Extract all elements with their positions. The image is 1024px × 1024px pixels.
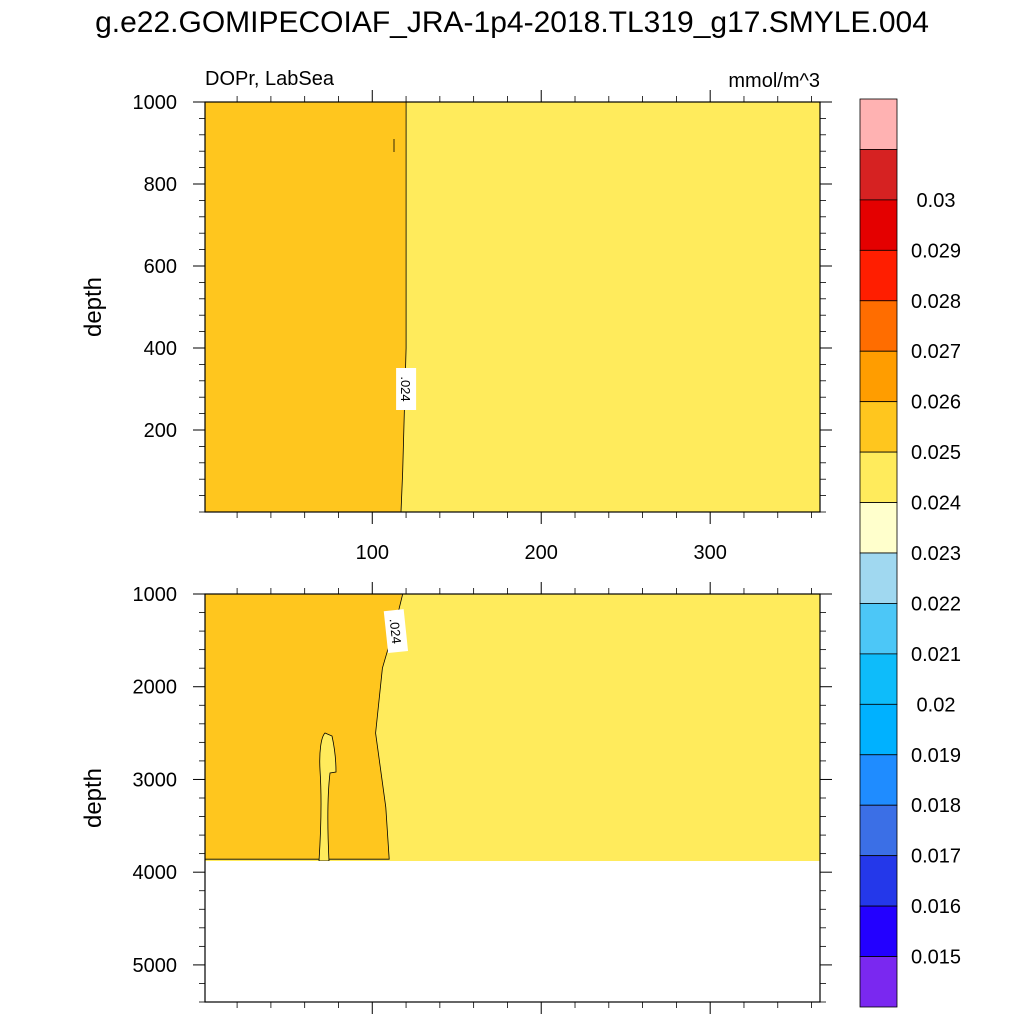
colorbar-label: 0.028	[911, 291, 961, 313]
colorbar-box	[859, 451, 898, 503]
colorbar-box	[859, 552, 898, 604]
y-tick-label: 400	[144, 338, 177, 360]
lower-contour-label-group: .024	[383, 609, 409, 654]
lower-y-label: depth	[80, 768, 107, 828]
colorbar-box	[859, 905, 898, 957]
colorbar-box	[859, 401, 898, 453]
upper-ticks: 200 400 600 800 1000 100 200 300	[133, 90, 832, 564]
colorbar-label: 0.025	[911, 442, 961, 464]
colorbar-box	[859, 98, 898, 150]
upper-region-024	[205, 102, 407, 512]
colorbar-box	[859, 300, 898, 352]
colorbar-box	[859, 956, 898, 1008]
colorbar-label: 0.018	[911, 795, 961, 817]
colorbar-label: 0.023	[911, 543, 961, 565]
colorbar-label: 0.022	[911, 593, 961, 615]
colorbar-box	[859, 653, 898, 705]
colorbar-label: 0.021	[911, 644, 961, 666]
figure-title: g.e22.GOMIPECOIAF_JRA-1p4-2018.TL319_g17…	[95, 6, 929, 39]
x-tick-label: 200	[525, 542, 558, 564]
x-tick-label: 100	[356, 542, 389, 564]
upper-contour-label: .024	[398, 376, 413, 401]
y-tick-label: 1000	[133, 92, 178, 114]
lower-contour-label-bg	[383, 609, 409, 654]
colorbar-label: 0.026	[911, 392, 961, 414]
lower-region-024	[205, 594, 404, 860]
colorbar-box	[859, 149, 898, 201]
colorbar-label: 0.016	[911, 896, 961, 918]
colorbar-box	[859, 804, 898, 857]
lower-tongue-023	[318, 732, 337, 862]
y-tick-label: 4000	[133, 862, 178, 884]
y-tick-label: 1000	[133, 584, 178, 606]
colorbar-label: 0.017	[911, 846, 961, 868]
colorbar-label: 0.02	[917, 694, 956, 716]
x-tick-label: 300	[693, 542, 726, 564]
y-tick-label: 3000	[133, 769, 178, 791]
colorbar-label: 0.024	[911, 493, 961, 515]
lower-contour-label: .024	[387, 618, 405, 645]
colorbar-box	[859, 350, 898, 403]
y-tick-label: 800	[144, 174, 177, 196]
upper-panel: .024 200 400 600 800 1000 100 200 300 depth	[80, 90, 832, 564]
right-string: mmol/m^3	[728, 70, 820, 92]
colorbar-box	[859, 249, 898, 302]
colorbar-label: 0.03	[917, 190, 956, 212]
colorbar-box	[859, 855, 898, 907]
colorbar-box	[859, 754, 898, 806]
upper-contour-label-group: .024	[396, 368, 417, 410]
colorbar-label: 0.029	[911, 240, 961, 262]
upper-frame	[204, 101, 821, 513]
y-tick-label: 5000	[133, 955, 178, 977]
upper-y-label: depth	[80, 277, 107, 337]
colorbar-box	[859, 199, 898, 251]
colorbar-label: 0.027	[911, 341, 961, 363]
left-string: DOPr, LabSea	[205, 68, 335, 90]
colorbar-box	[859, 502, 898, 554]
colorbar: 0.015 0.016 0.017 0.018 0.019 0.02 0.021 0.022 0…	[859, 98, 961, 1008]
y-tick-label: 2000	[133, 677, 178, 699]
lower-ticks: 1000 2000 3000 4000 5000	[133, 582, 832, 1014]
upper-contour-label-bg	[396, 368, 417, 410]
colorbar-box	[859, 603, 898, 655]
lower-panel: .024 1000 2000 3000 4000 5000 depth	[80, 582, 832, 1014]
lower-missing-region	[205, 861, 820, 1002]
colorbar-label: 0.019	[911, 745, 961, 767]
y-tick-label: 600	[144, 256, 177, 278]
colorbar-label: 0.015	[911, 947, 961, 969]
y-tick-label: 200	[144, 420, 177, 442]
colorbar-box	[859, 703, 898, 756]
